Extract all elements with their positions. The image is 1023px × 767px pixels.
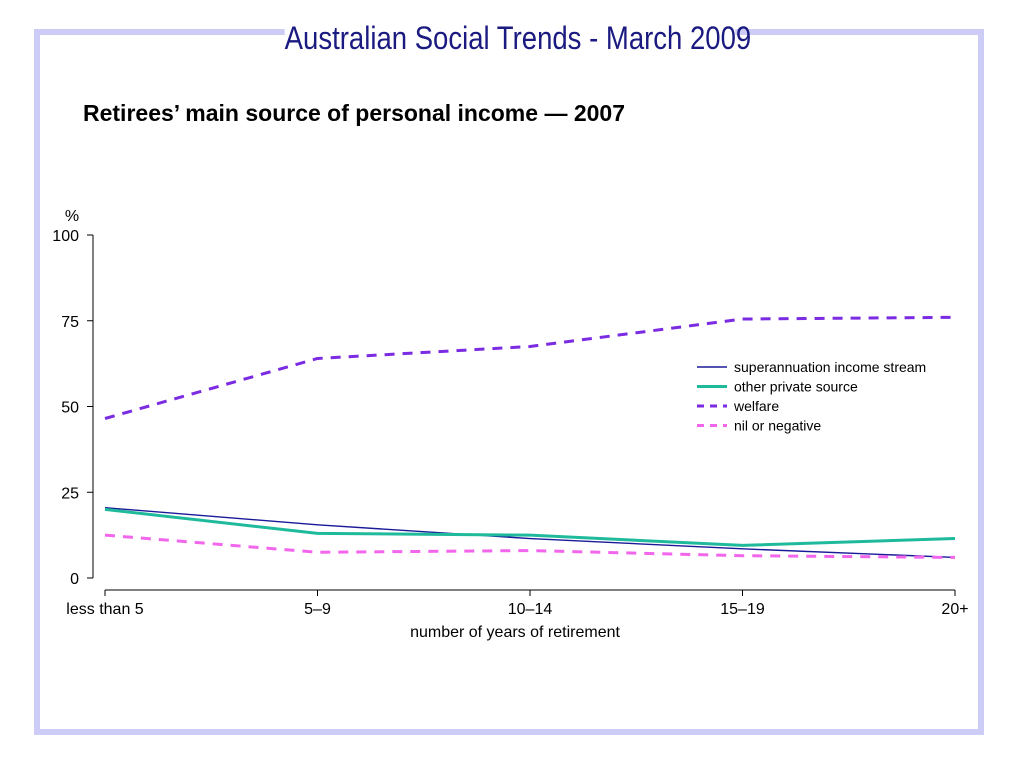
x-tick-label: less than 5 [66,601,143,618]
series-lines [104,315,956,559]
chart-title: Retirees’ main source of personal income… [83,100,625,126]
series-line-3 [104,533,956,559]
y-axis-label: % [65,208,79,225]
x-tick-label: 5–9 [304,601,331,618]
x-tick-label: 10–14 [508,601,553,618]
series-line-1 [104,507,956,547]
x-axis-label: number of years of retirement [410,624,620,641]
series-line-2 [104,315,956,420]
legend-label: nil or negative [734,418,821,434]
axes: 0 25 50 75 100% less than 5 5–9 10–14 15–19 20+ nu… [52,208,968,641]
legend-label: other private source [734,379,858,395]
legend: superannuation income stream other privat… [697,359,926,434]
y-tick-label: 25 [61,485,79,502]
legend-label: superannuation income stream [734,359,926,375]
y-tick-label: 75 [61,314,79,331]
x-tick-label: 20+ [941,601,968,618]
y-tick-label: 0 [70,571,79,588]
y-tick-label: 100 [52,228,79,245]
y-tick-label: 50 [61,400,79,417]
header-title: Australian Social Trends - March 2009 [284,14,751,62]
x-tick-label: 15–19 [720,601,765,618]
series-line-0 [104,506,956,559]
legend-label: welfare [733,398,779,414]
